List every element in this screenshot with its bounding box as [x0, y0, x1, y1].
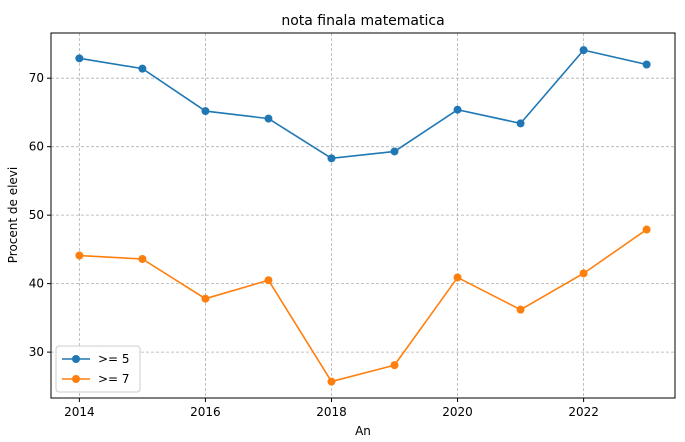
y-tick-label: 60 [29, 140, 44, 154]
data-point [75, 54, 84, 63]
data-point [264, 114, 273, 123]
data-point [516, 305, 525, 314]
data-point [453, 105, 462, 114]
y-tick-label: 40 [29, 277, 44, 291]
data-point [138, 64, 147, 73]
data-point [138, 254, 147, 263]
data-point [453, 273, 462, 282]
data-point [75, 251, 84, 260]
x-tick-label: 2020 [442, 405, 473, 419]
series-layer [75, 46, 651, 386]
x-tick-label: 2016 [190, 405, 221, 419]
chart-title: nota finala matematica [281, 13, 444, 29]
series-line [79, 228, 648, 383]
x-tick-label: 2018 [316, 405, 347, 419]
x-axis-label: An [355, 424, 371, 438]
y-tick-label: 70 [29, 71, 44, 85]
legend-item: >= 5 [62, 352, 130, 366]
y-tick-label: 30 [29, 345, 44, 359]
data-point [327, 154, 336, 163]
series-2 [75, 225, 651, 386]
y-axis-label: Procent de elevi [6, 167, 20, 264]
grid [51, 33, 675, 398]
series-line [79, 49, 647, 160]
data-point [642, 60, 651, 69]
ticks: 2014 2016 2018 2020 2022 30 40 50 60 70 [29, 71, 599, 419]
y-tick-label: 50 [29, 208, 44, 222]
series-1 [75, 46, 651, 163]
data-point [201, 107, 210, 116]
legend-marker [72, 355, 80, 363]
legend-label: >= 5 [98, 352, 130, 366]
legend: >= 5 >= 7 [55, 345, 141, 393]
data-point [516, 119, 525, 128]
legend-item: >= 7 [62, 372, 130, 386]
data-point [264, 276, 273, 285]
data-point [390, 147, 399, 156]
x-tick-label: 2022 [568, 405, 599, 419]
data-point [642, 225, 651, 234]
legend-marker [72, 375, 80, 383]
data-point [579, 269, 588, 278]
legend-label: >= 7 [98, 372, 130, 386]
data-point [579, 46, 588, 55]
data-point [201, 294, 210, 303]
data-point [327, 377, 336, 386]
data-point [390, 361, 399, 370]
x-tick-label: 2014 [64, 405, 95, 419]
